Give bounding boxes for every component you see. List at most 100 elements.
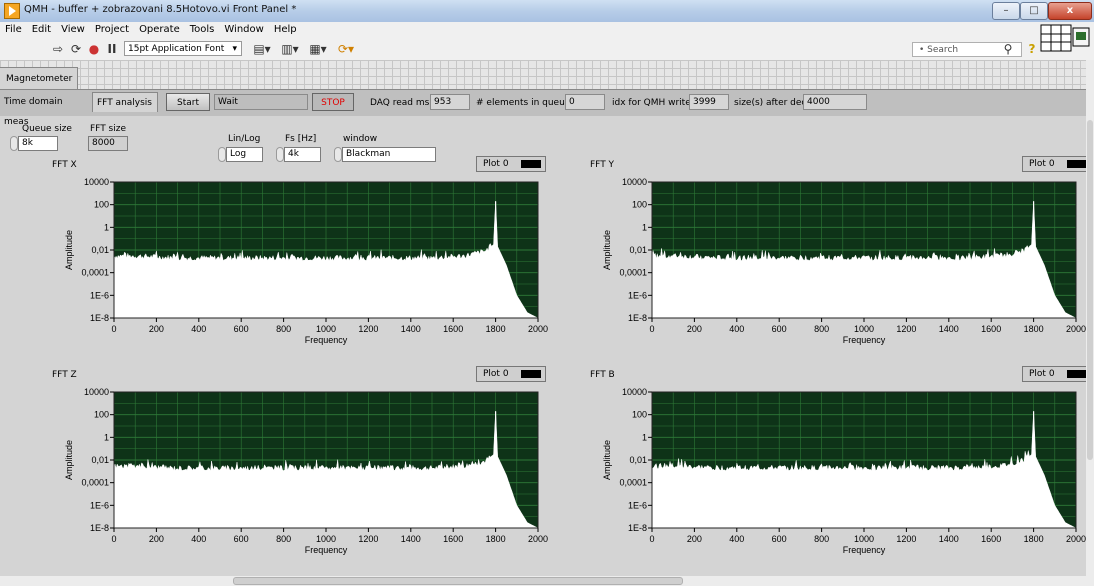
- menu-operate[interactable]: Operate: [139, 24, 180, 35]
- distribute-objects-icon[interactable]: ▥▾: [281, 42, 299, 56]
- linlog-stepper[interactable]: [218, 147, 226, 162]
- menu-view[interactable]: View: [61, 24, 85, 35]
- y-tick-label: 0,01: [91, 245, 109, 255]
- queue-size-input[interactable]: 8k: [18, 136, 58, 151]
- menu-tools[interactable]: Tools: [189, 24, 215, 35]
- y-tick-label: 1E-6: [90, 500, 109, 510]
- horizontal-scroll-thumb[interactable]: [233, 577, 683, 585]
- search-input[interactable]: • Search: [912, 42, 1022, 57]
- daq-read-indicator: 953: [430, 94, 470, 110]
- graph-fft-b[interactable]: FFT B Plot 0 10000 100 1 0,01 0,0001 1E-6 1E-8 0 2…: [590, 366, 1092, 560]
- x-tick-label: 1800: [1024, 534, 1044, 544]
- y-tick-label: 1E-8: [628, 523, 647, 533]
- y-axis-label: Amplitude: [64, 440, 74, 480]
- resize-objects-icon[interactable]: ▦▾: [309, 42, 327, 56]
- plot-legend-swatch: [1067, 370, 1087, 378]
- window-label: window: [343, 134, 378, 144]
- status-indicator: Wait: [214, 94, 308, 110]
- graph-fft-z[interactable]: FFT Z Plot 0 10000 100 1 0,01 0,0001 1E-6 1E-8 0 2…: [52, 366, 552, 560]
- x-tick-label: 800: [814, 324, 829, 334]
- close-button[interactable]: x: [1048, 2, 1092, 20]
- plot-legend-swatch: [1067, 160, 1087, 168]
- y-tick-label: 0,01: [629, 245, 647, 255]
- abort-icon[interactable]: ●: [88, 42, 100, 56]
- x-axis-label: Frequency: [305, 335, 348, 345]
- y-tick-label: 0,0001: [81, 478, 109, 488]
- queue-size-label: Queue size: [22, 124, 72, 134]
- search-placeholder: Search: [927, 45, 959, 55]
- x-tick-label: 1800: [1024, 324, 1044, 334]
- menu-file[interactable]: File: [5, 24, 22, 35]
- plot-legend[interactable]: Plot 0: [1022, 366, 1092, 382]
- tab-fft-analysis[interactable]: FFT analysis: [92, 92, 158, 112]
- run-arrow-icon[interactable]: ⇨: [52, 42, 64, 56]
- x-tick-label: 400: [729, 534, 744, 544]
- menu-window[interactable]: Window: [224, 24, 264, 35]
- y-tick-label: 10000: [622, 387, 647, 397]
- x-tick-label: 1400: [939, 534, 959, 544]
- menu-help[interactable]: Help: [273, 24, 297, 35]
- graph-fft-x[interactable]: FFT X Plot 0 10000 100 1 0,01 0,0001 1E-6 1E-8 0 2…: [52, 156, 552, 350]
- tab-time-domain[interactable]: Time domain meas: [4, 97, 63, 127]
- idx-qmh-write-indicator: 3999: [689, 94, 729, 110]
- toolbar: ⇨ ⟳ ● II 15pt Application Font ▾ ▤▾ ▥▾ ▦▾…: [0, 38, 1094, 61]
- y-tick-label: 0,01: [91, 455, 109, 465]
- search-icon[interactable]: ⚲: [1003, 42, 1013, 56]
- x-tick-label: 2000: [528, 534, 548, 544]
- fft-plot-svg: 10000 100 1 0,01 0,0001 1E-6 1E-80 200 400 600 800…: [64, 387, 548, 555]
- daq-read-label: DAQ read ms: [370, 98, 430, 108]
- graph-fft-y[interactable]: FFT Y Plot 0 10000 100 1 0,01 0,0001 1E-6 1E-8 0 2…: [590, 156, 1092, 350]
- align-objects-icon[interactable]: ▤▾: [253, 42, 271, 56]
- vertical-scroll-thumb[interactable]: [1087, 120, 1093, 460]
- x-tick-label: 1200: [896, 324, 916, 334]
- x-tick-label: 1600: [981, 324, 1001, 334]
- pause-icon[interactable]: II: [107, 42, 117, 56]
- fft-size-label: FFT size: [90, 124, 127, 134]
- x-tick-label: 1400: [401, 534, 421, 544]
- y-axis-label: Amplitude: [64, 230, 74, 270]
- y-tick-label: 1E-8: [90, 313, 109, 323]
- idx-qmh-write-label: idx for QMH write: [612, 98, 691, 108]
- x-tick-label: 1000: [316, 324, 336, 334]
- connector-pane-icon[interactable]: [1040, 24, 1090, 58]
- start-button[interactable]: Start: [166, 93, 210, 111]
- title-bar[interactable]: QMH - buffer + zobrazovani 8.5Hotovo.vi …: [0, 0, 1094, 22]
- window-title: QMH - buffer + zobrazovani 8.5Hotovo.vi …: [24, 4, 297, 15]
- window-select[interactable]: Blackman: [342, 147, 436, 162]
- plot-legend-label: Plot 0: [483, 159, 509, 169]
- x-tick-label: 1800: [486, 324, 506, 334]
- x-tick-label: 800: [814, 534, 829, 544]
- reorder-icon[interactable]: ⟳▾: [337, 42, 355, 56]
- x-tick-label: 0: [111, 324, 116, 334]
- font-select[interactable]: 15pt Application Font ▾: [124, 41, 242, 56]
- window-stepper[interactable]: [334, 147, 342, 162]
- menu-edit[interactable]: Edit: [31, 24, 52, 35]
- spectrum-area: [113, 411, 539, 529]
- linlog-select[interactable]: Log: [226, 147, 263, 162]
- plot-legend[interactable]: Plot 0: [1022, 156, 1092, 172]
- fs-stepper[interactable]: [276, 147, 284, 162]
- y-axis-label: Amplitude: [602, 440, 612, 480]
- plot-legend[interactable]: Plot 0: [476, 366, 546, 382]
- minimize-button[interactable]: –: [992, 2, 1020, 20]
- stop-button[interactable]: STOP: [312, 93, 354, 111]
- x-tick-label: 200: [149, 534, 164, 544]
- maximize-button[interactable]: □: [1020, 2, 1048, 20]
- y-tick-label: 1E-8: [628, 313, 647, 323]
- x-tick-label: 1000: [854, 324, 874, 334]
- y-tick-label: 1E-6: [628, 500, 647, 510]
- menu-project[interactable]: Project: [94, 24, 130, 35]
- plot-legend[interactable]: Plot 0: [476, 156, 546, 172]
- fs-label: Fs [Hz]: [285, 134, 317, 144]
- y-tick-label: 0,0001: [619, 478, 647, 488]
- help-icon[interactable]: ?: [1028, 42, 1036, 56]
- y-tick-label: 1E-6: [90, 290, 109, 300]
- fs-input[interactable]: 4k: [284, 147, 321, 162]
- plot-legend-swatch: [521, 370, 541, 378]
- tab-magnetometer[interactable]: Magnetometer: [0, 67, 78, 89]
- queue-size-stepper[interactable]: [10, 136, 18, 151]
- run-continuously-icon[interactable]: ⟳: [70, 42, 82, 56]
- x-tick-label: 200: [149, 324, 164, 334]
- y-axis-label: Amplitude: [602, 230, 612, 270]
- x-tick-label: 1400: [939, 324, 959, 334]
